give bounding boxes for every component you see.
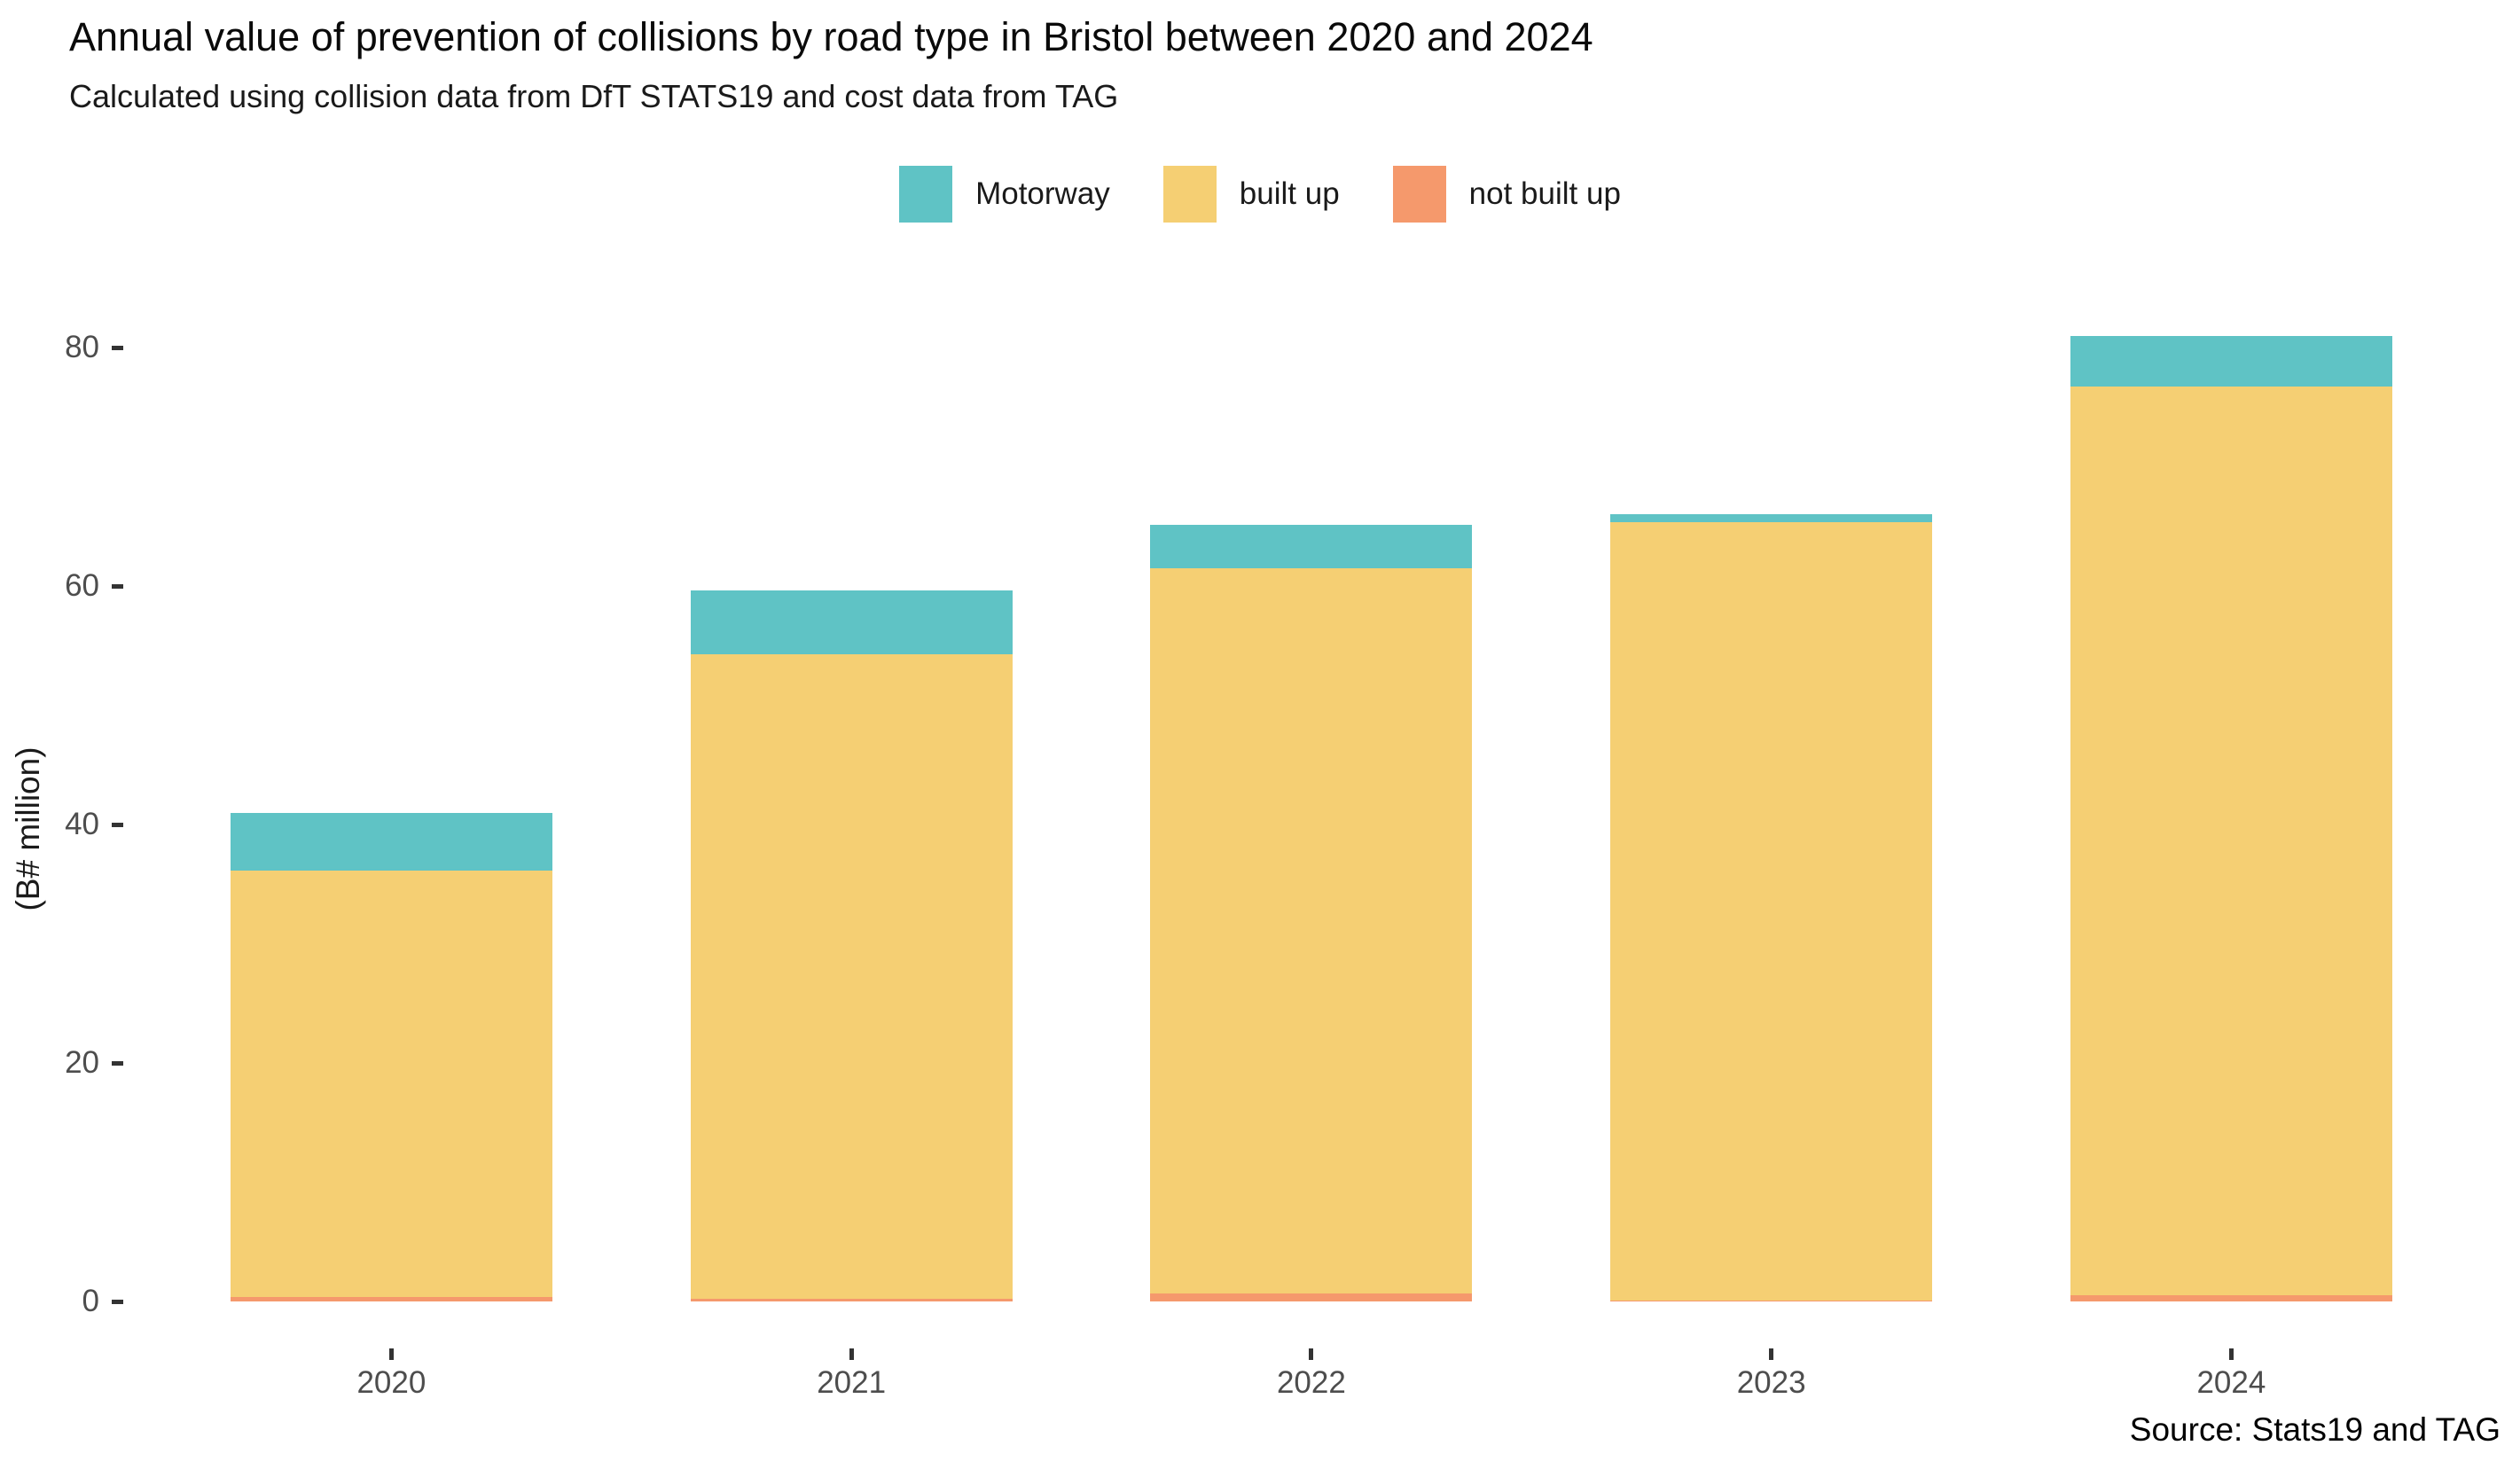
legend-item-built-up: built up bbox=[1162, 166, 1340, 223]
legend-swatch bbox=[899, 166, 953, 223]
y-axis-tick-label: 40 bbox=[65, 807, 99, 841]
x-axis-tick-mark bbox=[849, 1348, 854, 1360]
y-axis-tick-mark bbox=[112, 345, 123, 350]
bar-segment-2021-motorway bbox=[690, 590, 1013, 654]
legend-item-motorway: Motorway bbox=[899, 166, 1110, 223]
bar-segment-2022-built-up bbox=[1150, 567, 1473, 1293]
y-axis-tick-label: 0 bbox=[82, 1284, 99, 1318]
x-axis-tick-label: 2020 bbox=[356, 1365, 427, 1400]
y-axis-tick-mark bbox=[112, 1060, 123, 1066]
x-axis-tick-mark bbox=[1309, 1348, 1314, 1360]
legend-label: not built up bbox=[1468, 176, 1621, 211]
x-axis-tick-mark bbox=[1769, 1348, 1774, 1360]
y-axis-tick-mark bbox=[112, 822, 123, 827]
y-axis-tick-mark bbox=[112, 1299, 123, 1304]
bar-segment-2023-motorway bbox=[1610, 513, 1933, 523]
chart-title: Annual value of prevention of collisions… bbox=[69, 14, 1593, 59]
bar-segment-2024-not-built-up bbox=[2070, 1295, 2392, 1301]
bar-segment-2020-motorway bbox=[230, 812, 552, 871]
x-axis-tick-label: 2021 bbox=[817, 1365, 887, 1400]
y-axis-tick-label: 20 bbox=[65, 1045, 99, 1080]
bar-segment-2020-not-built-up bbox=[230, 1296, 552, 1301]
x-axis-tick-label: 2023 bbox=[1736, 1365, 1806, 1400]
bar-segment-2023-built-up bbox=[1610, 522, 1933, 1301]
source-caption: Source: Stats19 and TAG bbox=[2129, 1411, 2500, 1448]
bar-segment-2024-built-up bbox=[2070, 387, 2392, 1296]
y-axis-tick-label: 60 bbox=[65, 568, 99, 603]
bar-segment-2024-motorway bbox=[2070, 335, 2392, 387]
bar-segment-2020-built-up bbox=[230, 871, 552, 1297]
y-axis-tick-label: 80 bbox=[65, 330, 99, 364]
x-axis-tick-mark bbox=[2228, 1348, 2234, 1360]
x-axis-tick-label: 2022 bbox=[1276, 1365, 1346, 1400]
legend-label: Motorway bbox=[975, 176, 1110, 211]
bar-segment-2022-motorway bbox=[1150, 525, 1473, 568]
bar-segment-2022-not-built-up bbox=[1150, 1293, 1473, 1301]
legend-swatch bbox=[1162, 166, 1217, 223]
bar-segment-2021-not-built-up bbox=[690, 1299, 1013, 1301]
x-axis-tick-mark bbox=[388, 1348, 394, 1360]
y-axis-tick-mark bbox=[112, 583, 123, 589]
bar-segment-2021-built-up bbox=[690, 653, 1013, 1300]
legend-swatch bbox=[1392, 166, 1446, 223]
legend: Motorway built up not built up bbox=[0, 162, 2520, 226]
chart-subtitle: Calculated using collision data from DfT… bbox=[69, 78, 1119, 114]
legend-item-not-built-up: not built up bbox=[1392, 166, 1621, 223]
x-axis-tick-label: 2024 bbox=[2196, 1365, 2266, 1400]
legend-label: built up bbox=[1239, 176, 1340, 211]
